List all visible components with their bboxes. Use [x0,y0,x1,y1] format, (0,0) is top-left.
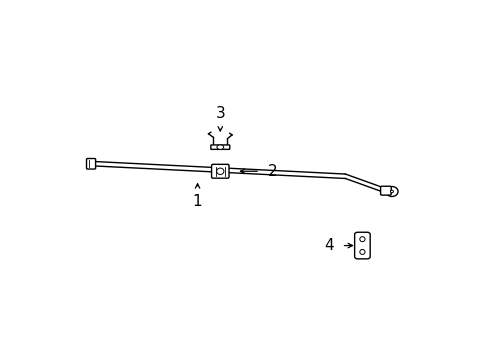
Ellipse shape [359,237,364,242]
Text: 4: 4 [324,238,333,253]
FancyBboxPatch shape [210,145,229,149]
Text: 1: 1 [192,194,202,209]
Ellipse shape [359,249,364,255]
FancyBboxPatch shape [86,158,96,169]
Text: 2: 2 [267,164,277,179]
Ellipse shape [217,145,223,149]
FancyBboxPatch shape [380,186,390,195]
Text: 3: 3 [215,106,224,121]
Ellipse shape [216,168,224,175]
Ellipse shape [389,190,393,193]
Ellipse shape [385,186,397,197]
FancyBboxPatch shape [354,232,369,259]
FancyBboxPatch shape [211,164,228,178]
